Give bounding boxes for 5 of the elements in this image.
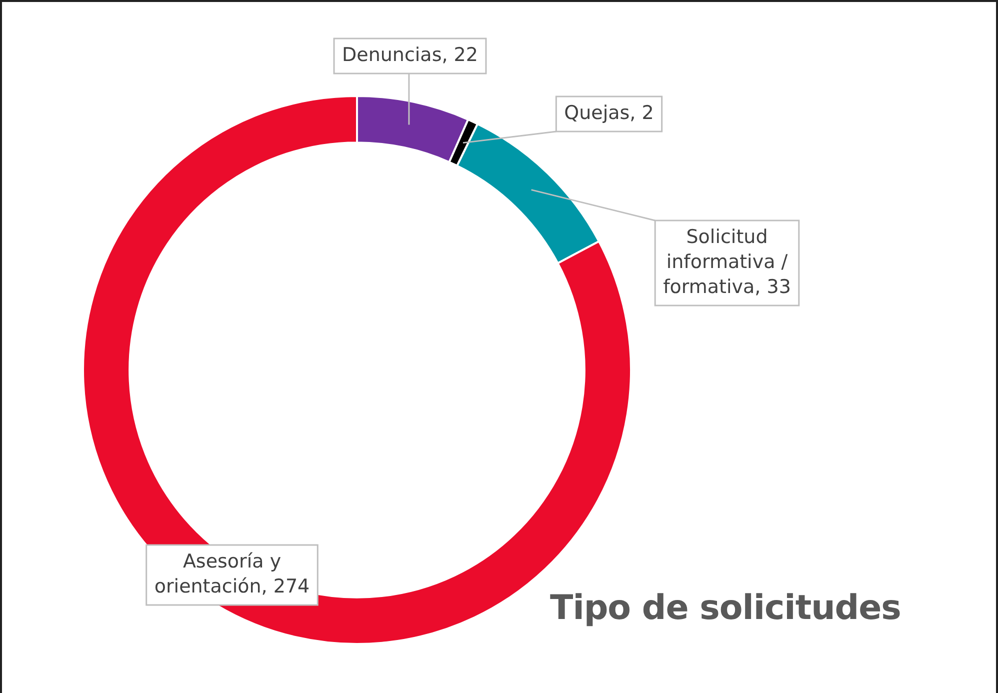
slice-label: Solicitud informativa / formativa, 33 (663, 226, 791, 298)
text: Tipo de solicitudes (550, 588, 901, 628)
slice-label: Denuncias, 22 (342, 44, 478, 66)
slice-label: Quejas, 2 (564, 102, 654, 124)
slice-label: Asesoría y orientación, 274 (154, 550, 310, 598)
